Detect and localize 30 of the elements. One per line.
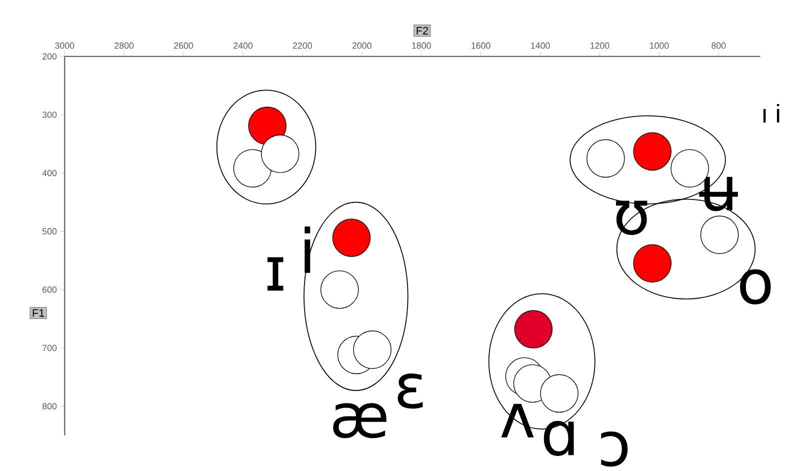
- x-tick-label: 1200: [590, 42, 610, 49]
- x-tick-label: 2000: [352, 42, 372, 49]
- annotation: ɑ: [544, 420, 574, 456]
- text: ı i: [763, 104, 780, 123]
- annotation: i: [304, 226, 310, 273]
- y-tick-label: 500: [42, 228, 57, 234]
- x-tick-label: 1000: [650, 42, 669, 49]
- x-tick-label: 2200: [293, 42, 312, 49]
- x-tick-label: 2600: [174, 42, 194, 49]
- y-tick-label: 400: [42, 170, 57, 176]
- annotation: ɪ: [268, 257, 284, 291]
- x-axis-title: F2: [416, 26, 428, 34]
- y-tick-label: 200: [42, 53, 57, 60]
- y-tick-label: 800: [42, 403, 57, 410]
- x-tick-label: 1800: [412, 42, 431, 49]
- annotation: ɔ: [601, 431, 628, 467]
- x-tick-label: 1600: [472, 42, 490, 49]
- x-tick-label: 2800: [114, 42, 134, 49]
- annotation: æ: [333, 403, 386, 438]
- annotation: ɛ: [398, 373, 423, 409]
- y-tick-label: 600: [42, 286, 57, 293]
- x-tick-label: 2400: [234, 42, 253, 49]
- annotation: o: [740, 269, 771, 304]
- x-tick-label: 800: [712, 42, 726, 49]
- y-tick-label: 700: [42, 344, 57, 352]
- y-axis-title: F1: [32, 309, 44, 317]
- x-tick-label: 3000: [55, 42, 74, 49]
- y-tick-label: 300: [42, 112, 57, 118]
- x-tick-label: 1400: [531, 42, 550, 49]
- annotation: ʉ: [699, 176, 738, 212]
